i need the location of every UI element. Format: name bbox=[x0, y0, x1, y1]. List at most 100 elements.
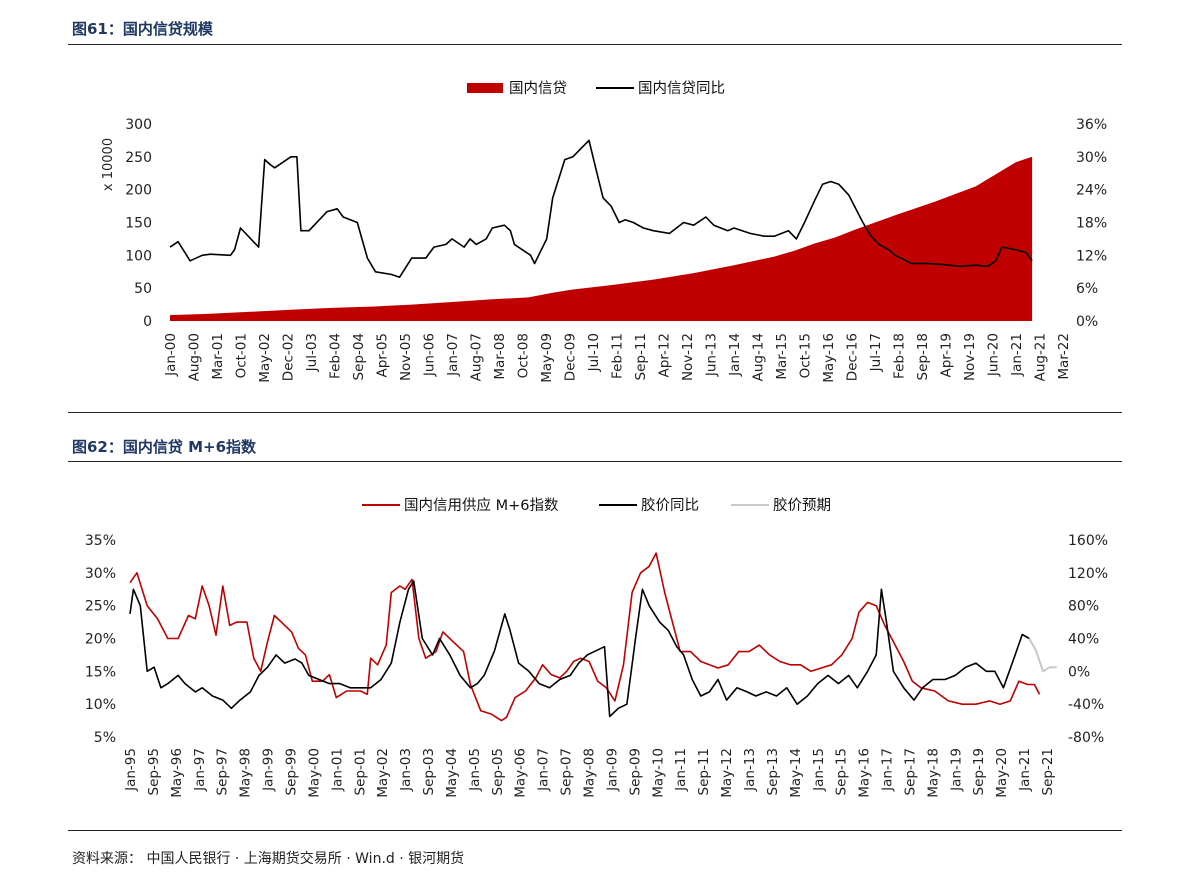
x-tick-label: Apr-05 bbox=[375, 333, 391, 378]
x-tick-label: Feb-04 bbox=[328, 333, 344, 379]
x-tick-label: Sep-04 bbox=[351, 333, 367, 381]
x-tick-label: Nov-12 bbox=[680, 333, 696, 381]
x-tick-label: Jan-05 bbox=[467, 748, 483, 792]
x-tick-label: Jan-09 bbox=[604, 748, 620, 792]
y-left-tick-label: 35% bbox=[85, 533, 116, 549]
figure2-bottom-rule bbox=[68, 830, 1122, 831]
y-right-tick-label: 160% bbox=[1068, 533, 1108, 549]
legend-label: 国内信贷 bbox=[509, 80, 567, 97]
legend-label: 胶价预期 bbox=[773, 497, 831, 514]
x-tick-label: Aug-21 bbox=[1033, 333, 1049, 381]
x-tick-label: Nov-19 bbox=[962, 333, 978, 381]
x-tick-label: May-20 bbox=[994, 748, 1010, 798]
line-series-rubber-yoy bbox=[129, 580, 1030, 718]
y-left-tick-label: 0 bbox=[143, 314, 152, 330]
legend-label: 胶价同比 bbox=[641, 497, 699, 514]
x-tick-label: Jan-19 bbox=[948, 748, 964, 792]
x-tick-label: Mar-22 bbox=[1056, 333, 1072, 380]
x-tick-label: Jun-13 bbox=[704, 333, 720, 377]
figure2-title: 图62：国内信贷 M+6指数 bbox=[72, 438, 257, 456]
source-note: 资料来源： 中国人民银行 · 上海期货交易所 · Win.d · 银河期货 bbox=[72, 851, 465, 867]
x-tick-label: Jul-17 bbox=[868, 333, 884, 372]
x-tick-label: Mar-01 bbox=[210, 333, 226, 380]
y-right-tick-label: 24% bbox=[1076, 183, 1107, 199]
x-tick-label: May-02 bbox=[257, 333, 273, 383]
x-tick-label: Aug-14 bbox=[751, 333, 767, 381]
y-left-tick-label: 30% bbox=[85, 566, 116, 582]
x-tick-label: Jan-21 bbox=[1017, 748, 1033, 792]
x-tick-label: Sep-13 bbox=[765, 748, 781, 796]
y-left-tick-label: 250 bbox=[125, 150, 152, 166]
y-left-tick-label: 300 bbox=[125, 117, 152, 133]
y-right-tick-label: -80% bbox=[1068, 730, 1104, 746]
x-tick-label: Jan-00 bbox=[163, 333, 179, 377]
y-right-tick-label: -40% bbox=[1068, 697, 1104, 713]
x-tick-label: Sep-03 bbox=[421, 748, 437, 796]
x-tick-label: May-09 bbox=[539, 333, 555, 383]
x-tick-label: Sep-99 bbox=[283, 748, 299, 796]
legend-swatch bbox=[467, 83, 503, 93]
x-tick-label: Oct-15 bbox=[798, 333, 814, 378]
x-tick-label: Jun-20 bbox=[986, 333, 1002, 377]
x-tick-label: Jan-07 bbox=[445, 333, 461, 377]
x-tick-label: Jan-15 bbox=[811, 748, 827, 792]
x-tick-label: Sep-97 bbox=[215, 748, 231, 796]
x-tick-label: Sep-17 bbox=[902, 748, 918, 796]
y-right-tick-label: 0% bbox=[1068, 664, 1090, 680]
x-tick-label: Feb-11 bbox=[610, 333, 626, 379]
y-left-tick-label: 20% bbox=[85, 632, 116, 648]
x-tick-label: Nov-05 bbox=[398, 333, 414, 381]
x-tick-label: Oct-08 bbox=[516, 333, 532, 378]
x-tick-label: May-10 bbox=[650, 748, 666, 798]
x-tick-label: May-12 bbox=[719, 748, 735, 798]
x-tick-label: May-04 bbox=[444, 748, 460, 798]
x-tick-label: Jan-17 bbox=[880, 748, 896, 792]
x-tick-label: May-08 bbox=[582, 748, 598, 798]
y-right-tick-label: 40% bbox=[1068, 632, 1099, 648]
x-tick-label: Sep-07 bbox=[559, 748, 575, 796]
x-tick-label: Jan-13 bbox=[742, 748, 758, 792]
y-right-tick-label: 80% bbox=[1068, 599, 1099, 615]
x-tick-label: Aug-07 bbox=[469, 333, 485, 381]
x-tick-label: May-06 bbox=[513, 748, 529, 798]
x-tick-label: Jan-07 bbox=[536, 748, 552, 792]
y-right-tick-label: 30% bbox=[1076, 150, 1107, 166]
y-right-tick-label: 36% bbox=[1076, 117, 1107, 133]
y-left-tick-label: 15% bbox=[85, 664, 116, 680]
x-tick-label: Sep-11 bbox=[696, 748, 712, 796]
x-tick-label: Sep-21 bbox=[1040, 748, 1056, 796]
x-tick-label: May-18 bbox=[925, 748, 941, 798]
figure1-top-rule bbox=[68, 44, 1122, 45]
x-tick-label: Jun-06 bbox=[422, 333, 438, 377]
x-tick-label: Jan-01 bbox=[329, 748, 345, 792]
x-tick-label: Sep-09 bbox=[627, 748, 643, 796]
x-tick-label: Jul-10 bbox=[586, 333, 602, 372]
x-tick-label: Jan-99 bbox=[261, 748, 277, 792]
x-tick-label: Jan-21 bbox=[1009, 333, 1025, 377]
figure2-top-rule bbox=[68, 461, 1122, 462]
area-series-credit bbox=[170, 156, 1033, 321]
x-tick-label: Sep-95 bbox=[146, 748, 162, 796]
x-tick-label: May-98 bbox=[238, 748, 254, 798]
y-right-tick-label: 12% bbox=[1076, 248, 1107, 264]
line-series-credit-yoy bbox=[169, 139, 1033, 279]
x-tick-label: May-00 bbox=[306, 748, 322, 798]
x-tick-label: Sep-11 bbox=[633, 333, 649, 381]
line-series-rubber-forecast bbox=[1028, 638, 1057, 673]
figure1-bottom-rule bbox=[68, 412, 1122, 413]
x-tick-label: Jan-14 bbox=[727, 333, 743, 377]
x-tick-label: Apr-12 bbox=[657, 333, 673, 378]
legend-label: 国内信贷同比 bbox=[638, 80, 725, 97]
x-tick-label: Aug-00 bbox=[187, 333, 203, 381]
x-tick-label: Mar-08 bbox=[492, 333, 508, 380]
x-tick-label: Sep-05 bbox=[490, 748, 506, 796]
y-right-tick-label: 0% bbox=[1076, 314, 1098, 330]
line-series-credit-index bbox=[129, 552, 1041, 722]
x-tick-label: Jan-95 bbox=[123, 748, 139, 792]
x-tick-label: Sep-15 bbox=[834, 748, 850, 796]
legend-label: 国内信用供应 M+6指数 bbox=[404, 496, 559, 514]
x-tick-label: May-02 bbox=[375, 748, 391, 798]
x-tick-label: Dec-02 bbox=[281, 333, 297, 381]
x-tick-label: Jul-03 bbox=[304, 333, 320, 372]
x-tick-label: Oct-01 bbox=[234, 333, 250, 378]
